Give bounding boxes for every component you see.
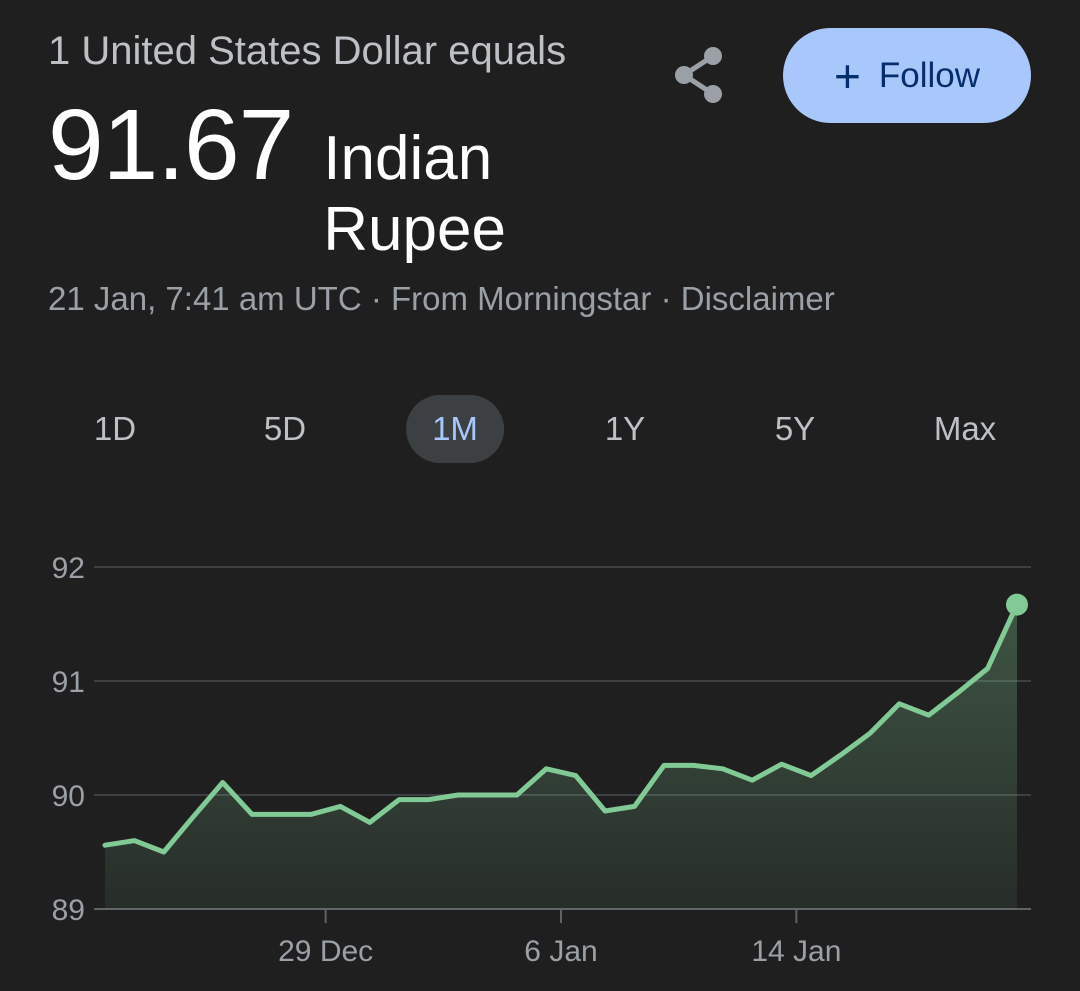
quote-meta: 21 Jan, 7:41 am UTC · From Morningstar ·… xyxy=(48,280,835,318)
tab-5d[interactable]: 5D xyxy=(263,410,307,447)
x-tick-label: 6 Jan xyxy=(524,935,597,968)
current-value-dot xyxy=(1006,593,1028,616)
follow-label: Follow xyxy=(878,55,980,95)
exchange-rate-chart: 92 91 90 89 29 Dec 6 Jan 14 Jan xyxy=(52,552,1031,968)
x-tick-label: 14 Jan xyxy=(751,935,841,968)
x-tick-label: 29 Dec xyxy=(278,935,373,968)
series-line xyxy=(102,602,1020,855)
follow-button[interactable]: + Follow xyxy=(783,28,1031,123)
conversion-header: 1 United States Dollar equals 91.67 Indi… xyxy=(48,22,648,265)
tab-max[interactable]: Max xyxy=(933,410,997,447)
conversion-from-text: 1 United States Dollar equals xyxy=(48,29,567,73)
tab-1y[interactable]: 1Y xyxy=(604,410,646,447)
quote-timestamp: 21 Jan, 7:41 am UTC xyxy=(48,280,362,317)
meta-separator: · xyxy=(370,280,382,317)
y-tick-label: 89 xyxy=(52,894,85,927)
plus-icon: + xyxy=(833,49,861,102)
disclaimer-link[interactable]: Disclaimer xyxy=(680,280,835,317)
conversion-value: 91.67 xyxy=(48,89,294,201)
share-icon[interactable] xyxy=(668,44,730,106)
meta-separator: · xyxy=(660,280,672,317)
tab-1d[interactable]: 1D xyxy=(93,410,137,447)
area-fill xyxy=(105,604,1017,909)
tab-5y[interactable]: 5Y xyxy=(774,410,816,447)
tab-1m[interactable]: 1M xyxy=(406,395,504,463)
y-tick-label: 90 xyxy=(52,780,85,813)
quote-source: From Morningstar xyxy=(391,280,652,317)
y-tick-label: 91 xyxy=(52,666,85,699)
y-tick-label: 92 xyxy=(52,552,85,585)
range-tabs: 1D 5D 1M 1Y 5Y Max xyxy=(30,395,1050,467)
conversion-result: 91.67 Indian Rupee xyxy=(48,90,648,265)
conversion-currency: Indian Rupee xyxy=(323,124,506,264)
